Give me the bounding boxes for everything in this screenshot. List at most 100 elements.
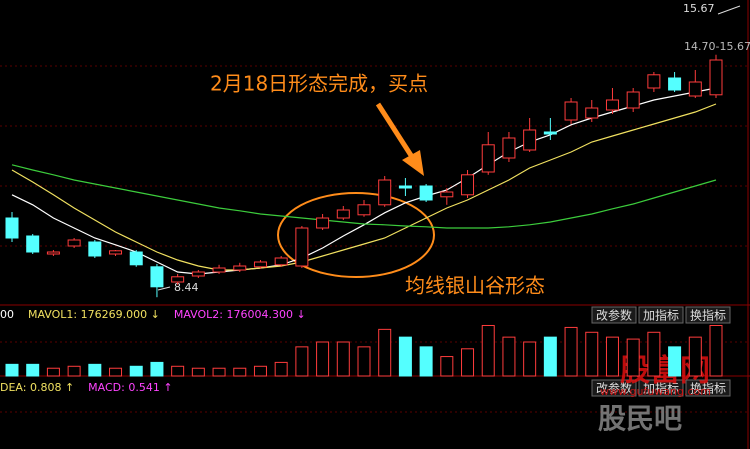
candle-body — [233, 265, 247, 271]
low-label: 8.44 — [174, 281, 199, 294]
high-pointer — [717, 5, 741, 15]
volume-bar — [419, 346, 433, 377]
candle-body — [523, 129, 537, 151]
volume-bar — [212, 367, 226, 377]
volume-bar — [253, 365, 267, 377]
volume-bar — [46, 367, 60, 377]
volume-bar — [109, 367, 123, 377]
macd-legend: DEA: 0.808 ↑ — [0, 381, 74, 394]
volume-bar — [26, 363, 40, 377]
volume-bar — [233, 367, 247, 377]
candle-body — [336, 209, 350, 219]
candle-body — [67, 239, 81, 247]
volume-bar — [585, 331, 599, 377]
button-frame — [591, 379, 637, 397]
volume-bar — [564, 326, 578, 377]
volume-bar — [191, 367, 205, 377]
button-label: 换指标 — [690, 308, 726, 323]
volume-bar — [647, 331, 661, 377]
candle-body — [378, 179, 392, 206]
button-frame — [591, 306, 637, 324]
candle-body — [88, 241, 102, 257]
volume-bar — [502, 336, 516, 377]
volume-bar — [440, 356, 454, 377]
ma-line — [11, 87, 717, 275]
candle-body — [481, 144, 495, 173]
candle-body — [253, 261, 267, 268]
toolbar-button[interactable]: 加指标 — [638, 379, 684, 397]
volume-bar — [523, 341, 537, 377]
high-label: 15.67 — [683, 2, 715, 15]
candle-body — [647, 74, 661, 89]
volume-bar — [171, 365, 185, 377]
candle-body — [543, 131, 557, 135]
candle-body — [585, 107, 599, 119]
button-frame — [638, 379, 684, 397]
pattern-annotation: 均线银山谷形态 — [405, 274, 545, 298]
candle-body — [316, 217, 330, 229]
volume-bar — [626, 338, 640, 377]
volume-bar — [88, 363, 102, 377]
button-label: 改参数 — [596, 308, 632, 323]
volume-bar — [316, 341, 330, 377]
buy-arrow-head — [402, 150, 424, 176]
volume-bar — [688, 336, 702, 377]
candle-body — [626, 91, 640, 109]
candle-body — [605, 99, 619, 111]
button-label: 加指标 — [643, 308, 679, 323]
candle-body — [295, 227, 309, 267]
volume-bar — [129, 365, 143, 377]
candle-body — [191, 271, 205, 277]
candle-body — [109, 250, 123, 255]
candle-body — [709, 59, 723, 96]
button-frame — [685, 306, 731, 324]
ma-line — [11, 164, 717, 229]
toolbar-button[interactable]: 换指标 — [685, 306, 731, 324]
volume-legend: MAVOL2: 176004.300 ↓ — [174, 308, 306, 321]
toolbar-button[interactable]: 改参数 — [591, 379, 637, 397]
toolbar: 改参数 加指标 换指标 — [591, 306, 731, 324]
button-label: 加指标 — [643, 381, 679, 396]
toolbar-button[interactable]: 换指标 — [685, 379, 731, 397]
toolbar: 改参数 加指标 换指标 — [591, 379, 731, 397]
volume-legend: MAVOL1: 176269.000 ↓ — [28, 308, 160, 321]
candle-body — [564, 101, 578, 121]
button-frame — [685, 379, 731, 397]
toolbar-button[interactable]: 加指标 — [638, 306, 684, 324]
annotations: 2月18日形态完成，买点 均线银山谷形态 — [210, 72, 545, 298]
pattern-ellipse — [277, 192, 435, 278]
candle-body — [688, 81, 702, 97]
watermark-forum: 股民吧 — [598, 402, 682, 435]
volume-bar — [709, 324, 723, 377]
candle-body — [398, 185, 412, 189]
volume-bar — [481, 324, 495, 377]
toolbar-button[interactable]: 改参数 — [591, 306, 637, 324]
volume-legend: 00 — [0, 308, 14, 321]
watermark-url: www.gufuwang.com — [600, 385, 711, 398]
volume-bar — [357, 346, 371, 377]
volume-bar — [398, 336, 412, 377]
button-label: 换指标 — [690, 381, 726, 396]
candle-body — [668, 77, 682, 91]
candle-body — [150, 266, 164, 288]
candle-body — [274, 257, 288, 266]
macd-legend: MACD: 0.541 ↑ — [88, 381, 172, 394]
range-label: 14.70-15.67 — [684, 40, 750, 53]
candle-body — [419, 185, 433, 201]
volume-bar — [668, 346, 682, 377]
candle-body — [129, 251, 143, 266]
candle-body — [440, 191, 454, 198]
volume-bar — [378, 328, 392, 377]
candle-body — [26, 235, 40, 253]
volume-bar — [5, 363, 19, 377]
buy-annotation: 2月18日形态完成，买点 — [210, 72, 428, 96]
buy-arrow — [375, 102, 417, 162]
candle-body — [5, 217, 19, 239]
candle-body — [357, 204, 371, 216]
candle-body — [502, 137, 516, 159]
candle-body — [212, 267, 226, 273]
volume-bar — [295, 346, 309, 377]
volume-bar — [67, 365, 81, 377]
low-pointer — [157, 286, 171, 291]
